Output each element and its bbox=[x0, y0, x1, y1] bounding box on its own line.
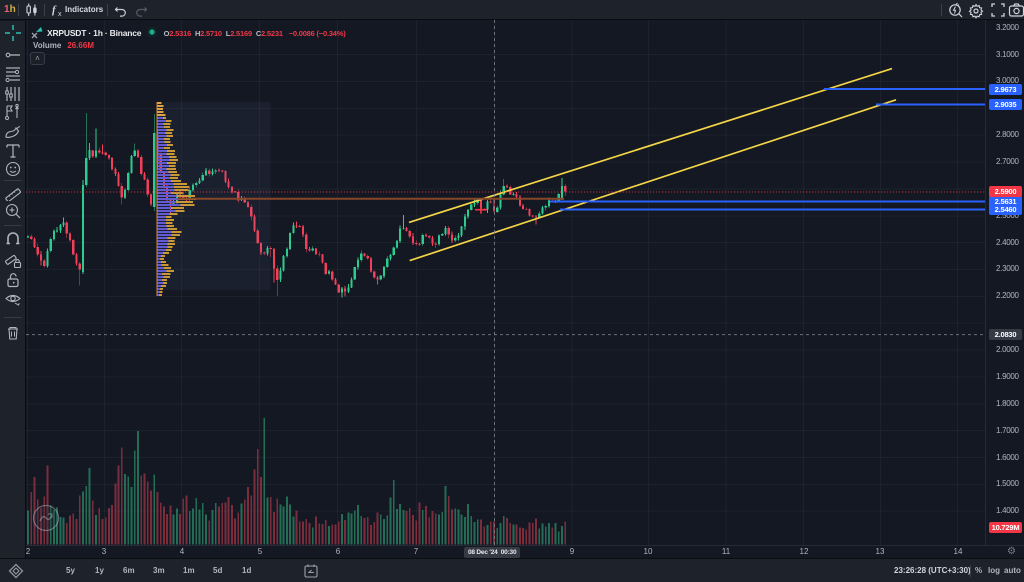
svg-text:x: x bbox=[58, 11, 62, 18]
svg-text:f: f bbox=[52, 4, 57, 16]
